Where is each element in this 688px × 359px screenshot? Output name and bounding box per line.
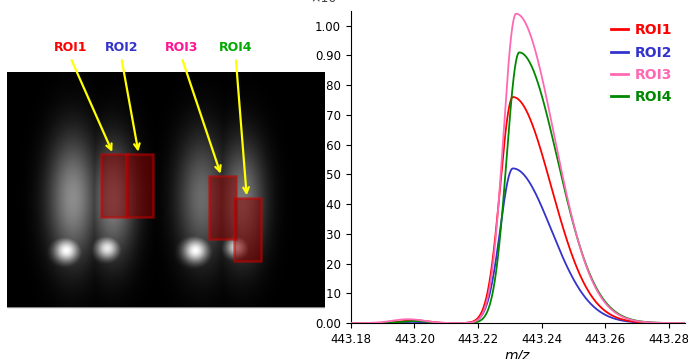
Text: ROI4: ROI4	[219, 41, 252, 54]
ROI2	[680, 321, 688, 325]
Text: ROI1: ROI1	[54, 41, 87, 54]
ROI1	[563, 241, 572, 245]
ROI1	[596, 304, 604, 308]
ROI4	[515, 50, 524, 55]
ROI4	[547, 130, 555, 134]
ROI4	[563, 201, 572, 205]
ROI4	[621, 315, 630, 320]
ROI2	[563, 266, 572, 271]
X-axis label: m/z: m/z	[505, 349, 530, 359]
ROI2	[547, 227, 555, 231]
ROI2	[596, 309, 604, 314]
ROI1	[474, 315, 482, 320]
Bar	[7, 73, 325, 307]
ROI2	[621, 319, 630, 323]
ROI2	[347, 321, 355, 325]
ROI4	[407, 319, 416, 323]
ROI2	[474, 317, 482, 321]
Bar	[234, 198, 261, 261]
ROI3	[680, 321, 688, 325]
Line: ROI1: ROI1	[351, 97, 685, 323]
ROI1	[347, 321, 355, 325]
Bar	[100, 154, 128, 217]
Legend: ROI1, ROI2, ROI3, ROI4: ROI1, ROI2, ROI3, ROI4	[605, 18, 678, 110]
ROI4	[474, 320, 482, 324]
ROI3	[474, 317, 482, 322]
ROI2	[509, 166, 517, 171]
ROI1	[680, 321, 688, 325]
ROI1	[509, 95, 517, 99]
Bar	[208, 176, 236, 239]
Text: ×10⁴: ×10⁴	[311, 0, 342, 5]
Line: ROI2: ROI2	[351, 168, 685, 323]
ROI4	[347, 321, 355, 325]
ROI2	[407, 320, 416, 324]
ROI1	[407, 318, 416, 322]
ROI3	[547, 118, 555, 122]
ROI3	[512, 11, 520, 16]
ROI1	[547, 184, 555, 188]
Text: ROI2: ROI2	[105, 41, 138, 54]
ROI4	[596, 292, 604, 296]
Bar	[126, 154, 153, 217]
ROI3	[347, 321, 355, 325]
ROI3	[407, 317, 416, 321]
Text: ROI3: ROI3	[165, 41, 198, 54]
ROI1	[621, 318, 630, 322]
ROI3	[596, 293, 604, 298]
ROI3	[563, 198, 572, 202]
ROI3	[621, 316, 630, 320]
Line: ROI3: ROI3	[351, 14, 685, 323]
ROI4	[680, 321, 688, 325]
Line: ROI4: ROI4	[351, 52, 685, 323]
